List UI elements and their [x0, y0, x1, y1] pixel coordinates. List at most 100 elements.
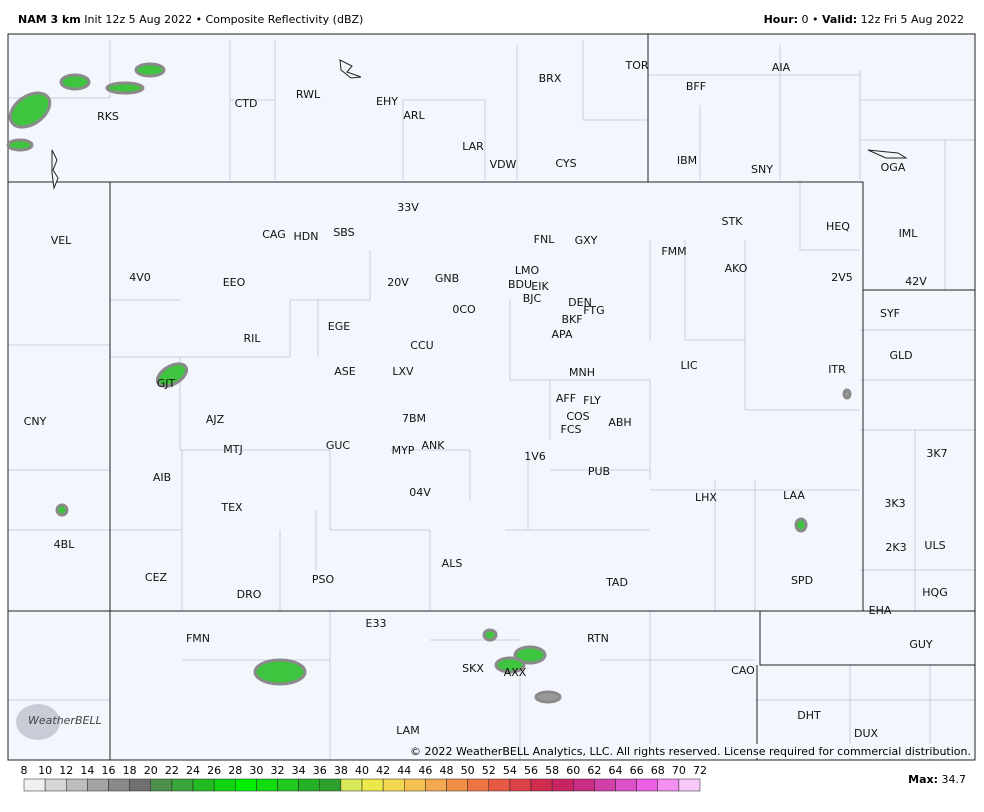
station-label: 2V5: [831, 271, 853, 284]
station-label: SYF: [880, 307, 900, 320]
station-label: LAA: [783, 489, 805, 502]
colorbar-tick-label: 20: [144, 764, 158, 777]
station-label: CYS: [555, 157, 576, 170]
station-label: VDW: [490, 158, 517, 171]
station-label: CAO: [731, 664, 755, 677]
colorbar-swatch: [235, 778, 257, 792]
station-labels: RKS CTD RWL EHY ARL BRX TOR AIA BFF LAR VDW CYS IBM S…: [24, 59, 948, 740]
colorbar-tick-label: 42: [376, 764, 390, 777]
colorbar-tick-label: 44: [397, 764, 411, 777]
station-label: PUB: [588, 465, 610, 478]
station-label: 1V6: [524, 450, 546, 463]
station-label: BJC: [523, 292, 542, 305]
station-label: CEZ: [145, 571, 168, 584]
county-lines: [8, 40, 975, 760]
station-label: AIA: [772, 61, 791, 74]
max-label: Max:: [908, 773, 938, 786]
station-label: LHX: [695, 491, 717, 504]
colorbar-tick-label: 14: [80, 764, 94, 777]
station-label: IBM: [677, 154, 697, 167]
colorbar-swatch: [382, 778, 405, 792]
colorbar-swatch: [615, 778, 637, 792]
station-label: 42V: [905, 275, 927, 288]
station-label: AJZ: [206, 413, 225, 426]
station-label: HDN: [294, 230, 319, 243]
colorbar-tick-label: 56: [524, 764, 538, 777]
colorbar-tick-label: 18: [123, 764, 137, 777]
colorbar-tick-label: 8: [21, 764, 28, 777]
reflectivity-echoes: [6, 62, 852, 704]
colorbar-swatch: [446, 778, 468, 792]
colorbar-tick-label: 72: [693, 764, 707, 777]
station-label: BKF: [561, 313, 582, 326]
station-label: ASE: [334, 365, 356, 378]
logo-text: WeatherBELL: [28, 714, 102, 727]
colorbar-swatch: [171, 778, 194, 792]
station-label: CCU: [410, 339, 433, 352]
colorbar-tick-label: 48: [440, 764, 454, 777]
station-label: FMN: [186, 632, 210, 645]
station-label: BDU: [508, 278, 532, 291]
colorbar-tick-label: 24: [186, 764, 200, 777]
station-label: MTJ: [223, 443, 242, 456]
colorbar-tick-label: 66: [630, 764, 644, 777]
hour-label: Hour:: [764, 13, 798, 26]
station-label: AKO: [725, 262, 748, 275]
colorbar-swatch: [44, 778, 67, 792]
station-label: DUX: [854, 727, 879, 740]
logo: WeatherBELL: [16, 704, 102, 740]
valid: 12z Fri 5 Aug 2022: [861, 13, 964, 26]
map-background: [8, 34, 975, 760]
colorbar-swatch: [108, 778, 130, 792]
station-label: SNY: [751, 163, 773, 176]
station-label: GUC: [326, 439, 351, 452]
station-label: AXX: [504, 666, 527, 679]
station-label: GNB: [435, 272, 459, 285]
colorbar-swatch: [594, 778, 616, 792]
station-label: EGE: [328, 320, 350, 333]
station-label: EHA: [869, 604, 892, 617]
station-label: ANK: [422, 439, 446, 452]
colorbar-tick-label: 50: [461, 764, 475, 777]
colorbar-tick-label: 60: [566, 764, 580, 777]
colorbar-swatch: [277, 778, 299, 792]
colorbar-swatch: [425, 778, 447, 792]
station-label: OGA: [881, 161, 906, 174]
station-label: GXY: [575, 234, 598, 247]
colorbar-tick-label: 34: [292, 764, 306, 777]
station-label: 20V: [387, 276, 409, 289]
colorbar-swatch: [636, 778, 658, 792]
colorbar-swatch: [361, 778, 384, 792]
station-label: IML: [899, 227, 919, 240]
station-label: DHT: [797, 709, 821, 722]
station-label: LIC: [680, 359, 697, 372]
colorbar-tick-label: 12: [59, 764, 73, 777]
station-label: 3K7: [926, 447, 947, 460]
station-label: CNY: [24, 415, 47, 428]
header-left: NAM 3 km Init 12z 5 Aug 2022 • Composite…: [18, 13, 363, 26]
station-label: RKS: [97, 110, 119, 123]
colorbar-tick-label: 58: [545, 764, 559, 777]
colorbar-swatch: [467, 778, 489, 792]
station-label: 3K3: [884, 497, 905, 510]
station-label: RWL: [296, 88, 321, 101]
station-label: 33V: [397, 201, 419, 214]
station-label: 04V: [409, 486, 431, 499]
station-label: COS: [566, 410, 589, 423]
station-label: CAG: [262, 228, 286, 241]
colorbar-tick-label: 28: [228, 764, 242, 777]
max: Max: 34.7: [908, 773, 966, 786]
colorbar-tick-label: 32: [271, 764, 285, 777]
colorbar-tick-label: 26: [207, 764, 221, 777]
station-label: ULS: [924, 539, 945, 552]
colorbar-swatch: [298, 778, 320, 792]
colorbar-tick-label: 30: [249, 764, 263, 777]
station-label: HQG: [922, 586, 947, 599]
model: NAM 3 km: [18, 13, 81, 26]
station-label: TOR: [624, 59, 648, 72]
colorbar-swatch: [340, 778, 363, 792]
station-label: FCS: [561, 423, 582, 436]
colorbar-tick-label: 54: [503, 764, 517, 777]
station-label: LMO: [515, 264, 540, 277]
